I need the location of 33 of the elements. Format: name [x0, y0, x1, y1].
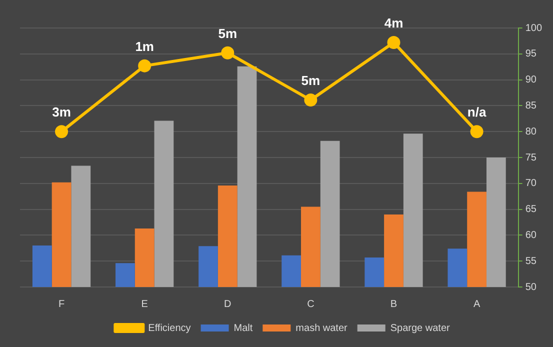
y-tick-label: 55: [525, 256, 537, 267]
point: [387, 36, 400, 50]
legend-label: Efficiency: [148, 322, 191, 334]
y-tick-label: 75: [525, 152, 537, 164]
y-tick-label: 60: [525, 230, 537, 241]
annotation: 3m: [52, 104, 71, 120]
annotation: 5m: [301, 73, 320, 88]
point: [304, 94, 318, 106]
annotation: 5m: [218, 26, 238, 41]
x-tick-label: B: [390, 298, 398, 310]
point: [221, 46, 234, 60]
point: [470, 125, 484, 138]
legend-label: mash water: [296, 322, 348, 334]
annotation: 4m: [384, 16, 404, 31]
y-tick-label: 100: [525, 22, 542, 34]
y-tick-label: 50: [525, 282, 537, 293]
y-tick-label: 70: [525, 178, 537, 190]
x-tick-label: D: [224, 298, 232, 310]
y-tick-label: 95: [525, 48, 537, 60]
x-tick-label: E: [141, 298, 148, 310]
x-tick-label: A: [473, 298, 480, 310]
y-tick-label: 65: [525, 204, 537, 216]
y-tick-label: 85: [525, 100, 537, 112]
point: [138, 59, 152, 72]
y-tick-label: 90: [525, 74, 537, 86]
point: [55, 125, 68, 138]
x-tick-label: C: [307, 298, 314, 310]
annotation: 1m: [135, 38, 154, 54]
y-tick-label: 80: [525, 126, 537, 138]
x-tick-label: F: [58, 298, 65, 310]
legend-label: Malt: [234, 322, 253, 334]
legend-label: Sparge water: [390, 322, 451, 334]
annotation: n/a: [467, 104, 487, 120]
